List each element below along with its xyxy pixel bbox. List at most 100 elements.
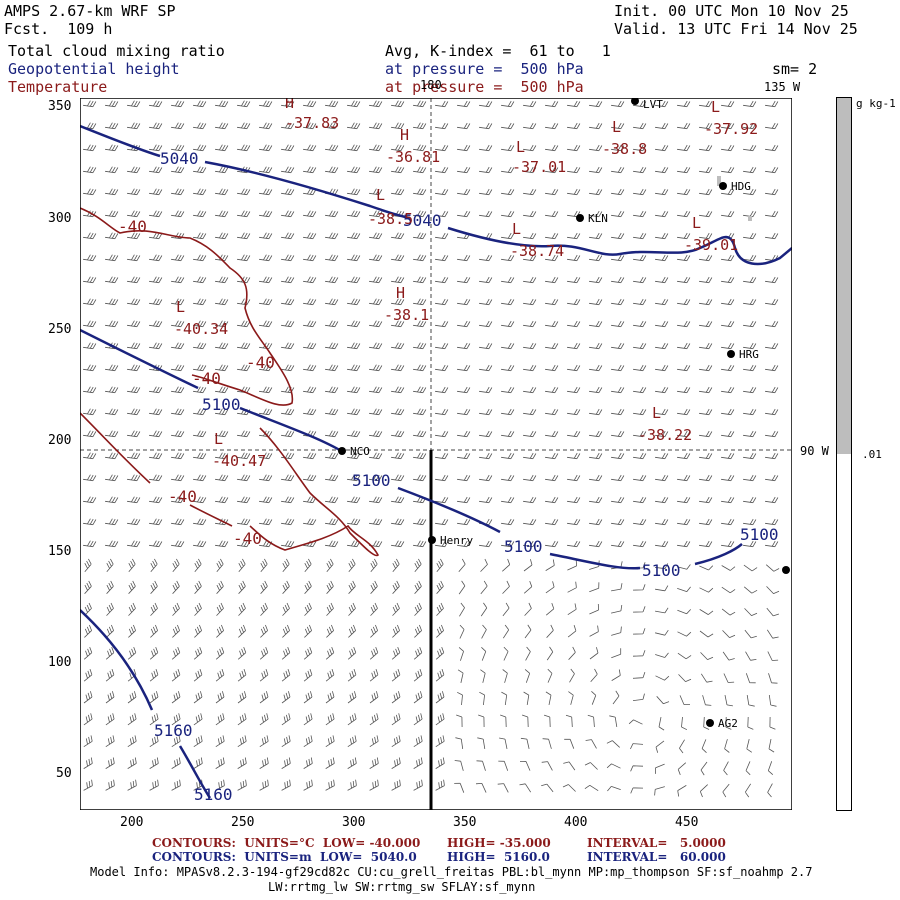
y-tick-150: 150 [48, 544, 72, 559]
height-contour-5040-b [204, 160, 411, 220]
station-marker-hrg [727, 350, 735, 358]
temp-contour-40-a [80, 207, 294, 406]
center-type-4: L [612, 118, 621, 136]
map-plot: -40 -40 -40 -40 -40 5040 5040 5100 5100 … [80, 98, 792, 810]
temp-label-2: -40 [246, 353, 275, 372]
height-label-5: 5100 [504, 537, 543, 556]
height-contour-interval: INTERVAL= 60.000 [587, 850, 726, 864]
center-value-12: -38.22 [638, 426, 692, 444]
height-contour-5100-c [397, 486, 501, 534]
station-marker-edge [782, 566, 790, 574]
height-contour-5040-c [447, 226, 792, 266]
center-value-1: -37.83 [285, 114, 339, 132]
y-tick-200: 200 [48, 433, 72, 448]
x-tick-250: 250 [231, 815, 255, 830]
temp-pressure-level: at pressure = 500 hPa [385, 78, 584, 96]
height-label-7: 5100 [740, 525, 779, 544]
colorbar-unit: g kg-1 [856, 97, 896, 110]
center-value-2: -36.81 [386, 148, 440, 166]
center-value-7: -38.74 [510, 242, 564, 260]
center-type-7: L [512, 220, 521, 238]
center-type-6: L [376, 186, 385, 204]
center-value-10: -40.34 [174, 320, 228, 338]
height-label-8: 5160 [154, 721, 193, 740]
height-contour-5160-a [80, 609, 154, 711]
field-cloud: Total cloud mixing ratio [8, 42, 225, 60]
meridian-90-label: 90 W [800, 444, 829, 458]
station-label-ag2: AG2 [718, 717, 738, 730]
height-contour-5100-e [694, 543, 743, 566]
temp-contour-high: HIGH= -35.000 [447, 836, 551, 850]
colorbar-fill [837, 98, 851, 454]
center-type-11: L [214, 430, 223, 448]
height-contour-info: CONTOURS: UNITS=m LOW= 5040.0 [152, 850, 417, 864]
model-title: AMPS 2.67-km WRF SP [4, 2, 176, 20]
center-type-2: H [400, 126, 409, 144]
height-contour-high: HIGH= 5160.0 [447, 850, 550, 864]
init-time: Init. 00 UTC Mon 10 Nov 25 [614, 2, 849, 20]
wind-barb-field [83, 100, 780, 798]
field-height: Geopotential height [8, 60, 180, 78]
colorbar-tick-label: .01 [862, 448, 882, 461]
center-type-3: L [516, 138, 525, 156]
height-label-2: 5040 [403, 211, 442, 230]
k-index-avg: Avg, K-index = 61 to 1 [385, 42, 611, 60]
temp-label-5: -40 [233, 529, 262, 548]
height-contour-5100-d [549, 552, 641, 570]
temp-label-4: -40 [168, 487, 197, 506]
x-tick-300: 300 [342, 815, 366, 830]
height-label-9: 5160 [194, 785, 233, 804]
cloud-patch-2 [748, 216, 752, 221]
station-label-lvt: LVT [643, 98, 663, 111]
center-type-1: H [285, 98, 294, 112]
model-info: Model Info: MPASv8.2.3-194-gf29cd82c CU:… [90, 865, 813, 879]
temp-contour-40-d [189, 504, 233, 527]
height-contour-5040-a [80, 124, 161, 158]
y-tick-50: 50 [56, 766, 72, 781]
height-contour-5160-b [178, 745, 212, 799]
height-contour-5100-a [80, 328, 199, 390]
wind-barbs [83, 100, 780, 798]
center-value-6: -38.5 [368, 210, 413, 228]
cloud-patch [717, 176, 721, 186]
station-label-henry: Henry [440, 534, 473, 547]
x-tick-200: 200 [120, 815, 144, 830]
temp-contour-interval: INTERVAL= 5.0000 [587, 836, 726, 850]
center-type-8: L [692, 214, 701, 232]
station-marker-kln [576, 214, 584, 222]
center-type-5: L [711, 98, 720, 116]
height-pressure-level: at pressure = 500 hPa [385, 60, 584, 78]
station-label-nco: NCO [350, 445, 370, 458]
x-tick-350: 350 [453, 815, 477, 830]
station-label-kln: KLN [588, 212, 608, 225]
height-label-3: 5100 [202, 395, 241, 414]
center-value-9: -38.1 [384, 306, 429, 324]
center-value-4: -38.8 [602, 140, 647, 158]
meridian-180-label: 180 [420, 78, 442, 92]
center-type-9: H [396, 284, 405, 302]
temp-contour-info: CONTOURS: UNITS=°C LOW= -40.000 [152, 836, 421, 850]
y-tick-300: 300 [48, 211, 72, 226]
temp-label-3: -40 [192, 369, 221, 388]
center-value-11: -40.47 [212, 452, 266, 470]
smoothing: sm= 2 [772, 60, 818, 78]
model-info-2: LW:rrtmg_lw SW:rrtmg_sw SFLAY:sf_mynn [268, 880, 536, 894]
station-marker-lvt [631, 98, 639, 105]
center-value-8: -39.01 [684, 236, 738, 254]
center-value-5: -37.92 [704, 120, 758, 138]
y-tick-350: 350 [48, 99, 72, 114]
height-label-4: 5100 [352, 471, 391, 490]
temp-label-1: -40 [118, 217, 147, 236]
station-marker-henry [428, 536, 436, 544]
station-marker-ag2 [706, 719, 714, 727]
y-tick-250: 250 [48, 322, 72, 337]
center-type-12: L [652, 404, 661, 422]
y-tick-100: 100 [48, 655, 72, 670]
x-tick-450: 450 [675, 815, 699, 830]
valid-time: Valid. 13 UTC Fri 14 Nov 25 [614, 20, 858, 38]
station-label-hdg: HDG [731, 180, 751, 193]
x-tick-400: 400 [564, 815, 588, 830]
center-type-10: L [176, 298, 185, 316]
meridian-135-label: 135 W [764, 80, 801, 94]
station-marker-hdg [719, 182, 727, 190]
